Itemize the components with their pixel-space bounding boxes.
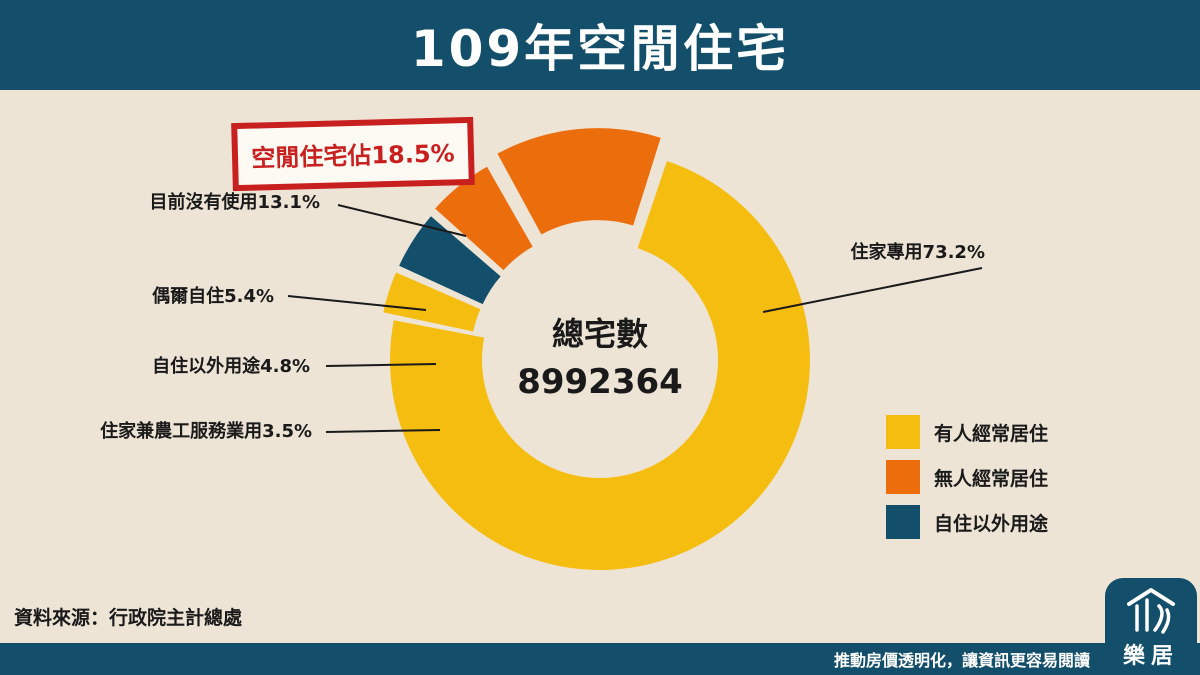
legend-swatch (886, 505, 920, 539)
slice-label: 目前沒有使用13.1% (150, 191, 320, 213)
pie-slice (497, 128, 661, 235)
slice-label: 住家專用73.2% (851, 241, 985, 263)
legend-label: 無人經常居住 (934, 467, 1049, 490)
leader-line (762, 267, 983, 313)
pie-slice (383, 272, 481, 332)
leader-line (325, 429, 441, 433)
center-label: 總宅數 (552, 315, 648, 353)
slice-label: 住家兼農工服務業用3.5% (100, 420, 312, 442)
slice-label: 偶爾自住5.4% (152, 285, 274, 307)
leader-line (337, 204, 467, 237)
logo-text: 樂居 (1122, 644, 1179, 669)
legend-swatch (886, 460, 920, 494)
legend-label: 有人經常居住 (934, 422, 1049, 445)
callout-frame (231, 116, 475, 192)
leader-line (325, 363, 437, 367)
legend-swatch (886, 415, 920, 449)
slice-label: 自住以外用途4.8% (152, 355, 310, 377)
pie-slice (389, 160, 810, 571)
footer-bar: 推動房價透明化，讓資訊更容易閱讀 (0, 643, 1200, 675)
callout-text: 空閒住宅佔18.5% (251, 139, 455, 172)
data-source: 資料來源：行政院主計總處 (14, 607, 243, 629)
legend-item: 自住以外用途 (886, 504, 1116, 540)
legend: 有人經常居住 無人經常居住 自住以外用途 (886, 414, 1116, 549)
leader-line (287, 295, 427, 311)
page-title: 109年空閒住宅 (410, 20, 790, 78)
pie-slice (435, 166, 533, 271)
legend-label: 自住以外用途 (934, 512, 1049, 535)
title-bar: 109年空閒住宅 (0, 0, 1200, 90)
logo: 樂居 (1105, 578, 1197, 675)
pie-slice (399, 216, 501, 305)
center-value: 8992364 (517, 362, 683, 402)
callout-box: 空閒住宅佔18.5% (231, 116, 475, 192)
legend-item: 有人經常居住 (886, 414, 1116, 450)
slogan: 推動房價透明化，讓資訊更容易閱讀 (833, 651, 1090, 670)
legend-item: 無人經常居住 (886, 459, 1116, 495)
logo-house-icon (1127, 588, 1175, 634)
